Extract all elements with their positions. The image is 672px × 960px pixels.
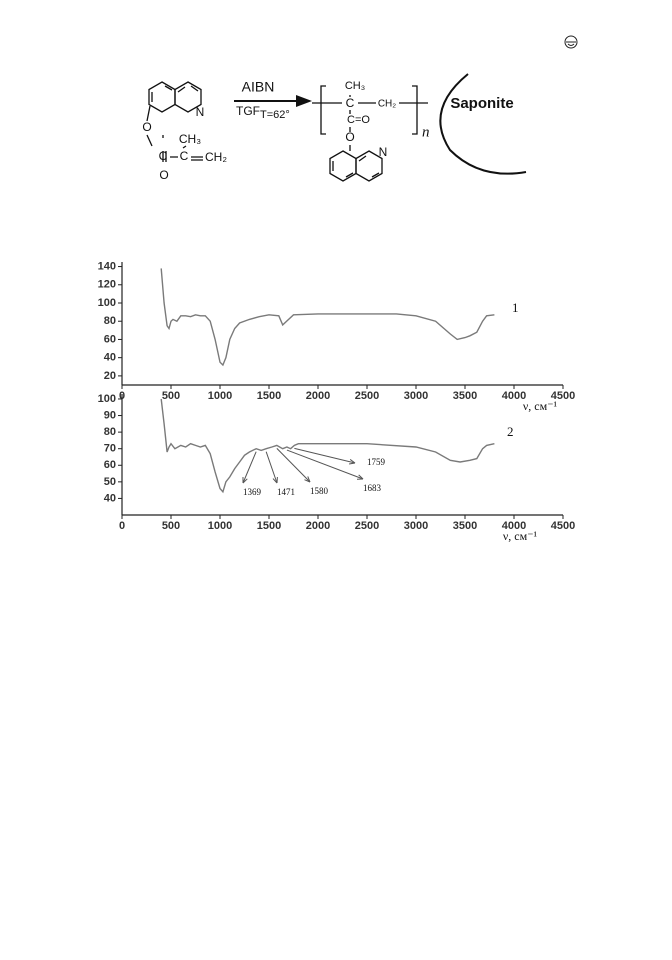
x-tick-label: 1500 [257, 390, 281, 402]
x-tick-label: 4000 [502, 390, 526, 402]
series-label: 2 [507, 424, 514, 439]
y-tick-label: 60 [104, 333, 116, 345]
y-tick-label: 90 [104, 409, 116, 421]
x-tick-label: 2500 [355, 520, 379, 532]
y-tick-label: 100 [98, 393, 116, 405]
peak-arrow-head [272, 476, 278, 484]
spectrum-line [160, 398, 495, 494]
y-tick-label: 70 [104, 443, 116, 455]
x-tick-label: 3500 [453, 390, 477, 402]
atom: N [196, 105, 205, 119]
x-tick-label: 2000 [306, 390, 330, 402]
x-tick-label: 0 [119, 520, 125, 532]
x-axis-label: ν, см⁻¹ [503, 529, 538, 543]
atom: CH₂ [205, 150, 227, 164]
peak-arrow-head [304, 476, 311, 483]
atom: O [142, 120, 151, 134]
x-tick-label: 4500 [551, 390, 575, 402]
x-tick-label: 2000 [306, 520, 330, 532]
y-tick-label: 40 [104, 492, 116, 504]
solvent: TGF [236, 104, 260, 118]
peak-label: 1759 [367, 457, 386, 467]
support: Saponite [450, 95, 513, 112]
y-tick-label: 50 [104, 476, 116, 488]
y-tick-label: 20 [104, 370, 116, 382]
x-tick-label: 2500 [355, 390, 379, 402]
peak-arrow [294, 447, 356, 464]
peak-label: 1580 [310, 486, 329, 496]
x-tick-label: 4500 [551, 520, 575, 532]
x-tick-label: 3500 [453, 520, 477, 532]
peak-label: 1471 [277, 487, 295, 497]
peak-label: 1683 [363, 483, 382, 493]
x-tick-label: 4000 [502, 520, 526, 532]
x-tick-label: 1000 [208, 390, 232, 402]
peak-arrow [276, 448, 311, 483]
peak-arrow [242, 451, 257, 484]
x-tick-label: 500 [162, 390, 180, 402]
atom: C [159, 149, 168, 163]
atom: O [345, 130, 354, 144]
atom: CH₃ [345, 80, 365, 92]
reagent: AIBN [242, 79, 275, 95]
x-tick-label: 1000 [208, 520, 232, 532]
y-tick-label: 40 [104, 352, 116, 364]
atom: CH₂ [378, 99, 396, 110]
atom: C [180, 149, 189, 163]
series-label: 1 [512, 300, 519, 315]
x-axis-label: ν, см⁻¹ [523, 399, 558, 413]
x-tick-label: 500 [162, 520, 180, 532]
peak-arrow-head [356, 474, 364, 480]
peak-arrow-head [242, 476, 248, 484]
x-tick-label: 3000 [404, 520, 428, 532]
y-tick-label: 100 [98, 297, 116, 309]
atom: CH₃ [179, 132, 201, 146]
peak-arrow-head [348, 459, 356, 465]
peak-label: 1369 [243, 487, 262, 497]
peak-arrow [265, 451, 278, 484]
temperature: T=62° [260, 109, 290, 121]
reaction-scheme: N O CH₃ C C CH₂ O AIBN TGF T=62° CH₃ C C… [142, 73, 527, 182]
y-tick-label: 80 [104, 426, 116, 438]
repeat-index: n [422, 124, 430, 140]
atom: O [159, 168, 168, 182]
atom: C=O [347, 114, 370, 126]
x-tick-label: 1500 [257, 520, 281, 532]
y-tick-label: 140 [98, 260, 116, 272]
spectrum-line [160, 268, 495, 367]
peak-arrow [286, 449, 364, 480]
y-tick-label: 80 [104, 315, 116, 327]
y-tick-label: 60 [104, 459, 116, 471]
x-tick-label: 3000 [404, 390, 428, 402]
y-tick-label: 120 [98, 279, 116, 291]
atom: C [346, 96, 355, 110]
page-icon [564, 35, 578, 49]
atom: N [379, 145, 388, 159]
